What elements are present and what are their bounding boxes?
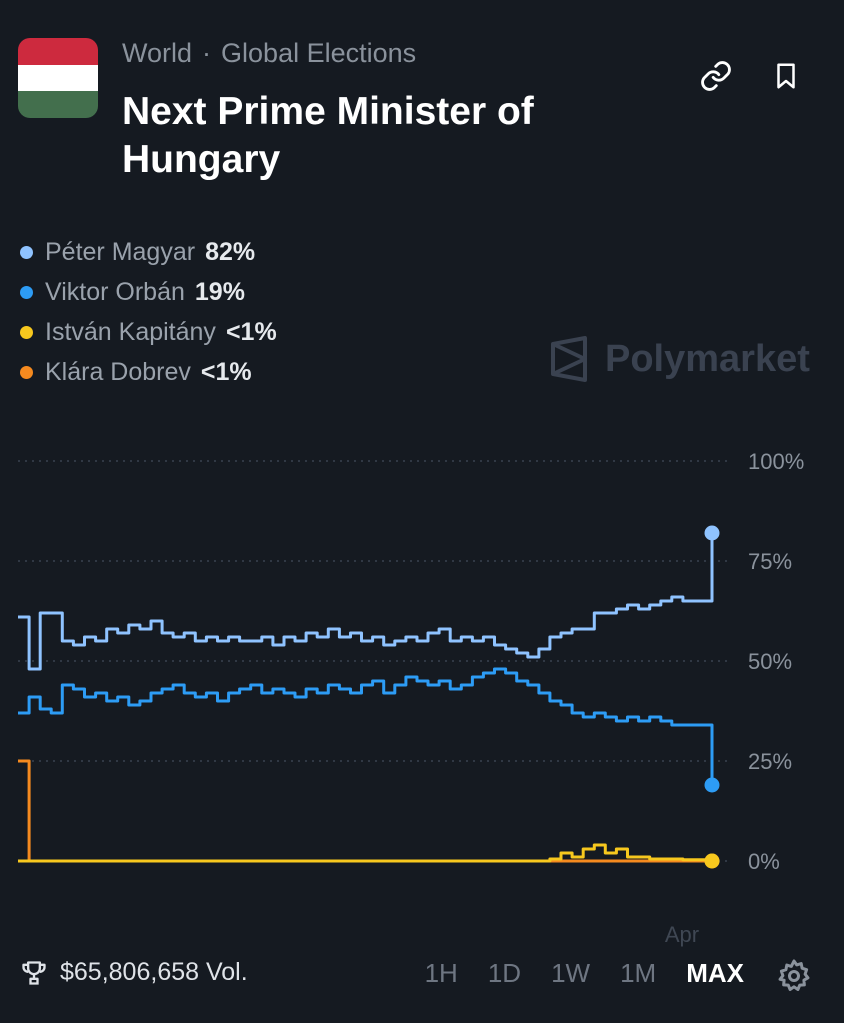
watermark-text: Polymarket <box>605 337 810 380</box>
flag-stripe-red <box>18 38 98 65</box>
polymarket-watermark: Polymarket <box>549 336 810 382</box>
legend-value: <1% <box>200 357 252 386</box>
range-1h[interactable]: 1H <box>424 958 458 988</box>
series-endpoint-peter-magyar[interactable] <box>704 525 720 541</box>
polymarket-logo-icon <box>551 336 587 382</box>
volume-label: $65,806,658 Vol. <box>60 958 248 986</box>
breadcrumb-world[interactable]: World <box>122 38 193 68</box>
legend-value: <1% <box>225 317 277 346</box>
flag-stripe-white <box>18 64 98 92</box>
legend-item-peter-magyar[interactable]: Péter Magyar 82% <box>20 232 277 272</box>
price-chart[interactable]: 100% 75% 50% 25% 0% Apr <box>0 440 844 950</box>
x-axis-ticks: Apr <box>665 922 699 947</box>
chart-grid <box>18 460 730 862</box>
legend-dot <box>20 285 33 299</box>
y-tick-label: 100% <box>748 449 804 474</box>
x-tick-label: Apr <box>665 922 699 947</box>
breadcrumb: World · Global Elections <box>122 38 416 69</box>
breadcrumb-global-elections[interactable]: Global Elections <box>221 38 417 68</box>
volume-info: $65,806,658 Vol. <box>20 958 248 987</box>
chart-series <box>18 525 720 869</box>
bookmark-icon[interactable] <box>766 56 806 96</box>
legend-item-istvan-kapitany[interactable]: István Kapitány <1% <box>20 312 277 352</box>
series-line-istvan-kapitany <box>18 843 714 863</box>
y-axis-ticks: 100% 75% 50% 25% 0% <box>748 449 804 874</box>
y-tick-label: 75% <box>748 549 792 574</box>
range-max[interactable]: MAX <box>686 958 744 988</box>
page-title: Next Prime Minister of Hungary <box>122 90 534 181</box>
legend-dot <box>20 325 33 339</box>
link-icon[interactable] <box>696 56 736 96</box>
legend-name: Péter Magyar <box>45 237 196 266</box>
hungary-flag <box>18 38 98 118</box>
legend-name: Viktor Orbán <box>45 277 185 306</box>
series-line-peter-magyar <box>18 533 714 671</box>
gear-icon[interactable] <box>776 958 812 994</box>
header-actions <box>696 56 806 96</box>
trophy-icon <box>22 960 46 985</box>
legend-name: István Kapitány <box>45 317 216 346</box>
legend-value: 82% <box>205 237 256 266</box>
y-tick-label: 0% <box>748 849 780 874</box>
flag-stripe-green <box>18 91 98 118</box>
legend-item-klara-dobrev[interactable]: Klára Dobrev <1% <box>20 352 277 392</box>
range-1d[interactable]: 1D <box>487 958 522 988</box>
chart-legend: Péter Magyar 82% Viktor Orbán 19% István… <box>20 232 277 392</box>
breadcrumb-separator: · <box>202 38 212 68</box>
legend-name: Klára Dobrev <box>45 357 191 386</box>
chart-footer: $65,806,658 Vol. 1H 1D 1W 1M MAX <box>0 950 844 1000</box>
legend-item-viktor-orban[interactable]: Viktor Orbán 19% <box>20 272 277 312</box>
series-line-viktor-orban <box>18 667 714 785</box>
time-range-selector: 1H 1D 1W 1M MAX <box>425 958 744 989</box>
y-tick-label: 50% <box>748 649 792 674</box>
legend-dot <box>20 365 33 379</box>
legend-dot <box>20 245 33 259</box>
legend-value: 19% <box>194 277 245 306</box>
range-1w[interactable]: 1W <box>551 958 591 988</box>
y-tick-label: 25% <box>748 749 792 774</box>
series-endpoint-viktor-orban[interactable] <box>704 777 720 793</box>
series-endpoint-istvan-kapitany[interactable] <box>704 853 720 869</box>
series-line-klara-dobrev <box>18 759 712 863</box>
range-1m[interactable]: 1M <box>620 958 657 988</box>
